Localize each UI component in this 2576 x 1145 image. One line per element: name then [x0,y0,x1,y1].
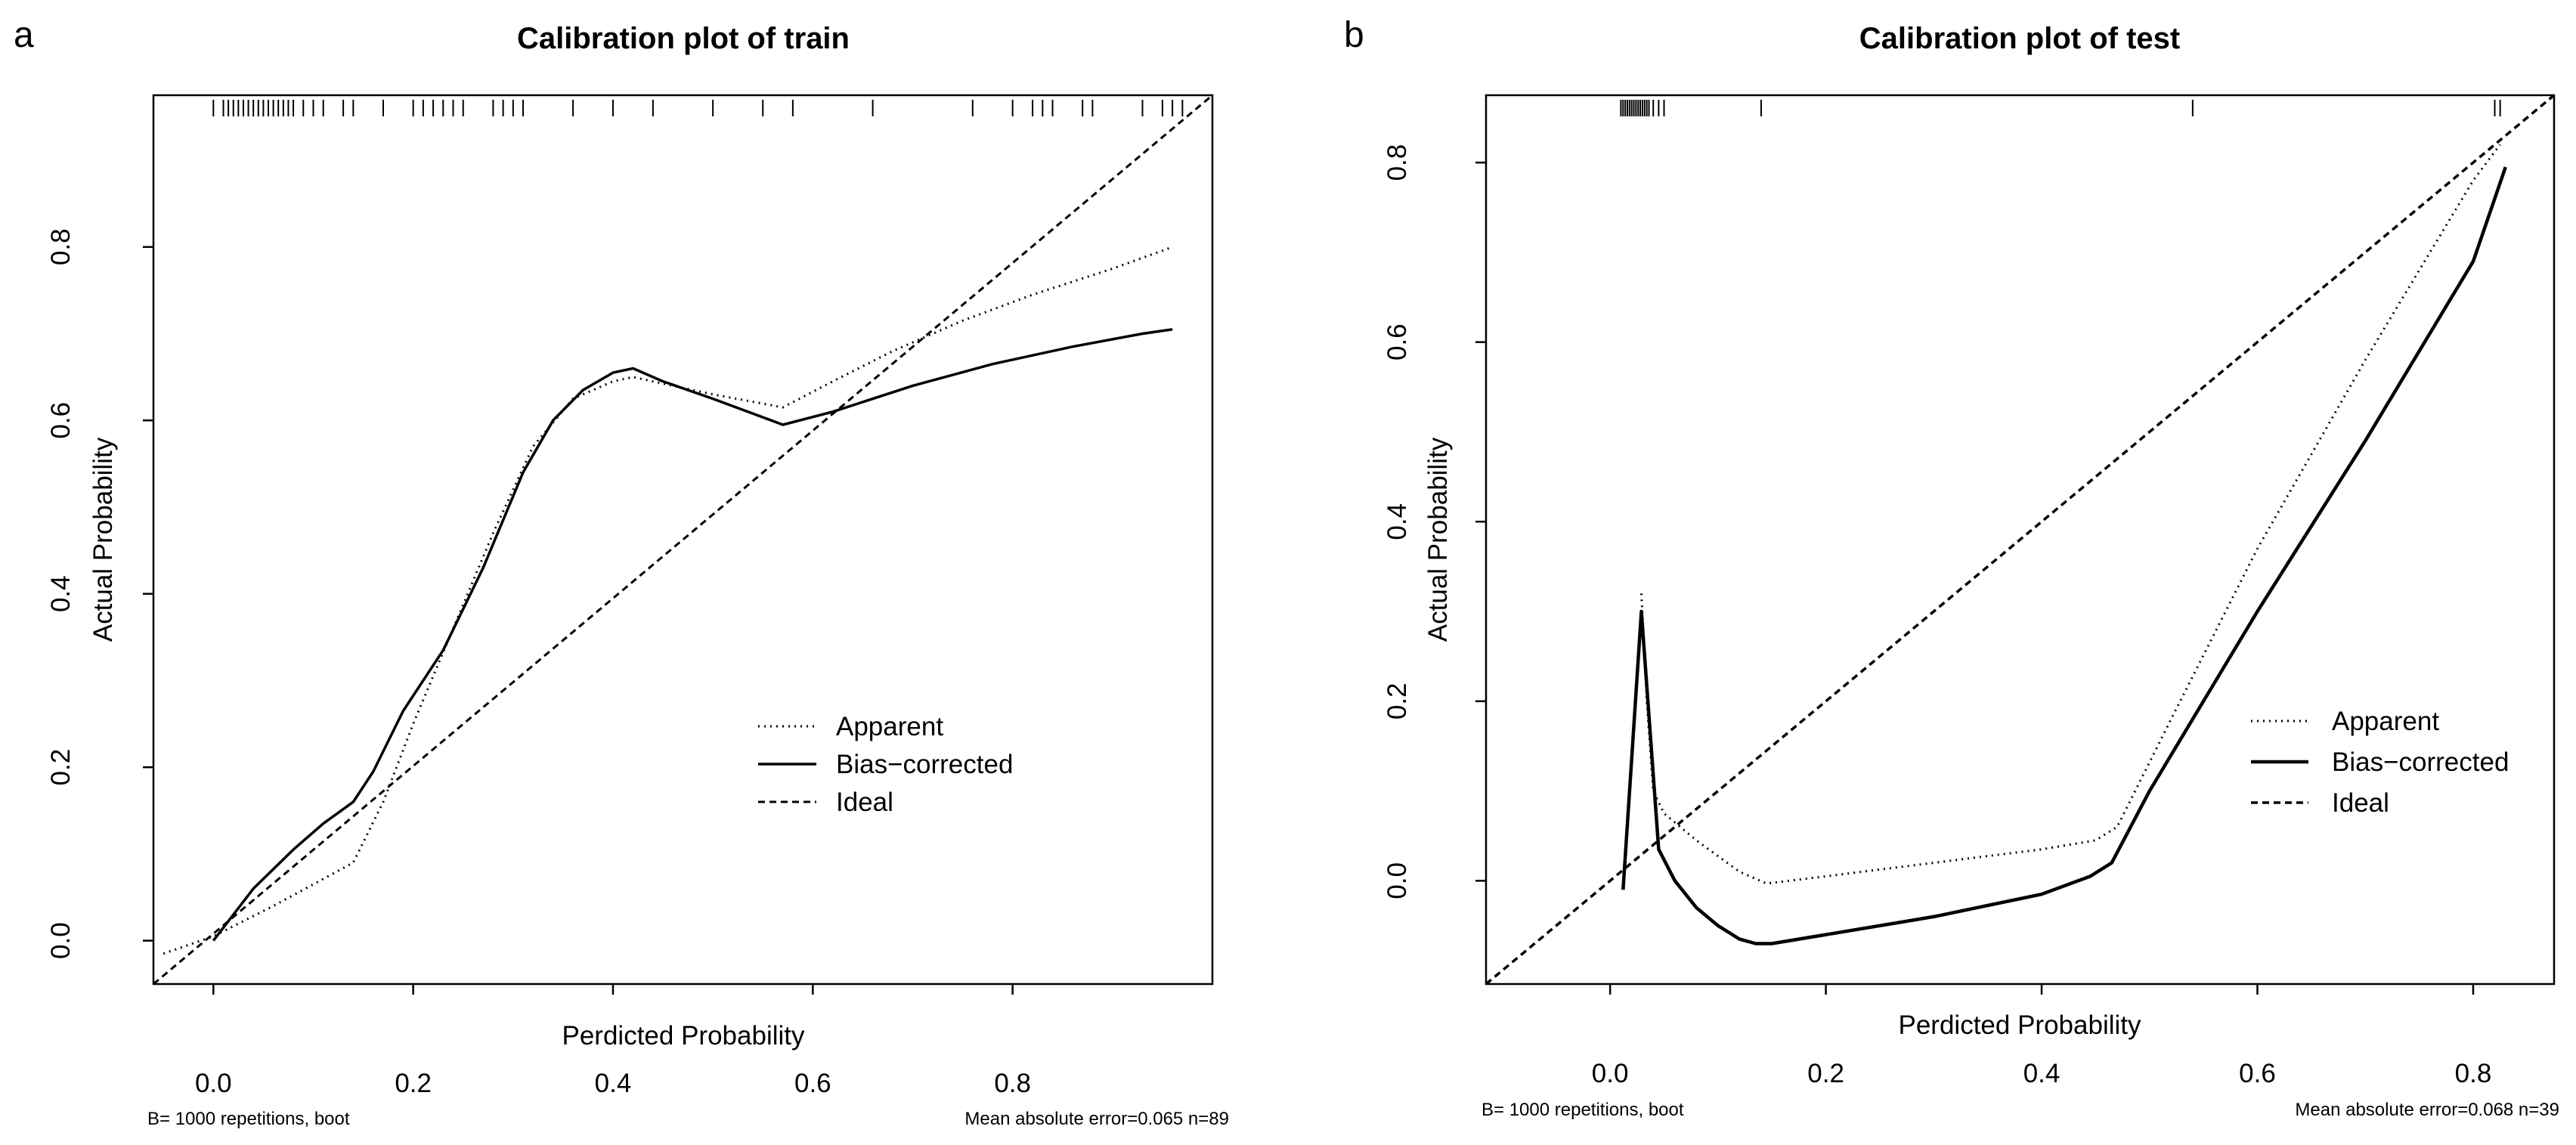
chart-b-legend: Apparent Bias−corrected Ideal [2251,707,2509,818]
y-tick-label: 0.6 [46,402,76,439]
y-tick-label: 0.4 [46,575,76,612]
chart-a-plot-frame [152,94,1214,986]
y-tick-label: 0.8 [1382,144,1412,181]
chart-b-rug [1620,100,2501,116]
chart-b-legend-bias-corrected-label: Bias−corrected [2332,747,2509,777]
chart-b-y-axis: 0.0 0.2 0.4 0.6 0.8 [1382,144,1486,899]
chart-a-title: Calibration plot of train [517,22,850,55]
chart-b-legend-ideal-label: Ideal [2332,788,2389,818]
x-tick-label: 0.0 [195,1069,232,1098]
chart-a-y-axis-label: Actual Probability [88,437,118,642]
series-ideal-line [1486,95,2554,984]
y-tick-label: 0.0 [46,922,76,959]
x-tick-label: 0.8 [994,1069,1031,1098]
chart-b-title: Calibration plot of test [1859,22,2180,55]
chart-a-x-axis-label: Perdicted Probability [562,1021,805,1051]
chart-a-legend-bias-corrected-label: Bias−corrected [836,750,1013,779]
panel-a-train: a Calibration plot of train 0.0 0.2 0.4 0.6… [14,15,1229,1129]
series-bias-corrected-line [1621,166,2507,945]
x-tick-label: 0.2 [1807,1059,1844,1088]
x-tick-label: 0.4 [595,1069,632,1098]
chart-b-y-axis-label: Actual Probability [1423,437,1453,642]
series-apparent-line [1640,144,2501,885]
chart-a-y-axis: 0.0 0.2 0.4 0.6 0.8 [46,228,153,959]
chart-a-legend-ideal-label: Ideal [836,788,893,817]
y-tick-label: 0.4 [1382,503,1412,540]
y-tick-label: 0.2 [1382,682,1412,719]
series-ideal-line [153,95,1212,984]
panel-b-letter: b [1344,15,1364,55]
chart-b-x-axis-label: Perdicted Probability [1899,1010,2141,1040]
x-tick-label: 0.6 [2239,1059,2276,1088]
chart-a-rug [212,100,1184,116]
chart-a-footnote-right: Mean absolute error=0.065 n=89 [964,1109,1229,1129]
y-tick-label: 0.2 [46,749,76,786]
x-tick-label: 0.8 [2455,1059,2492,1088]
y-tick-label: 0.8 [46,228,76,265]
chart-b-legend-apparent-label: Apparent [2332,707,2439,736]
chart-a-legend-apparent-label: Apparent [836,712,943,741]
series-apparent-line [163,246,1173,955]
chart-a-series [153,95,1212,984]
chart-b-footnote-left: B= 1000 repetitions, boot [1482,1100,1684,1120]
x-tick-label: 0.2 [395,1069,432,1098]
panel-a-letter: a [14,15,34,55]
y-tick-label: 0.6 [1382,323,1412,361]
x-tick-label: 0.0 [1592,1059,1629,1088]
chart-b-x-axis: 0.0 0.2 0.4 0.6 0.8 [1592,984,2491,1088]
x-tick-label: 0.4 [2023,1059,2060,1088]
chart-a-footnote-left: B= 1000 repetitions, boot [147,1109,350,1129]
chart-a-legend: Apparent Bias−corrected Ideal [758,712,1013,817]
y-tick-label: 0.0 [1382,862,1412,899]
chart-a-x-axis: 0.0 0.2 0.4 0.6 0.8 [195,984,1031,1098]
chart-b-footnote-right: Mean absolute error=0.068 n=39 [2295,1100,2559,1120]
panel-b-test: b Calibration plot of test 0.0 0.2 0.4 0.6 0… [1344,15,2559,1120]
series-bias-corrected-line [212,328,1173,942]
x-tick-label: 0.6 [794,1069,831,1098]
chart-b-series [1486,95,2554,984]
chart-b-plot-frame [1485,94,2556,986]
